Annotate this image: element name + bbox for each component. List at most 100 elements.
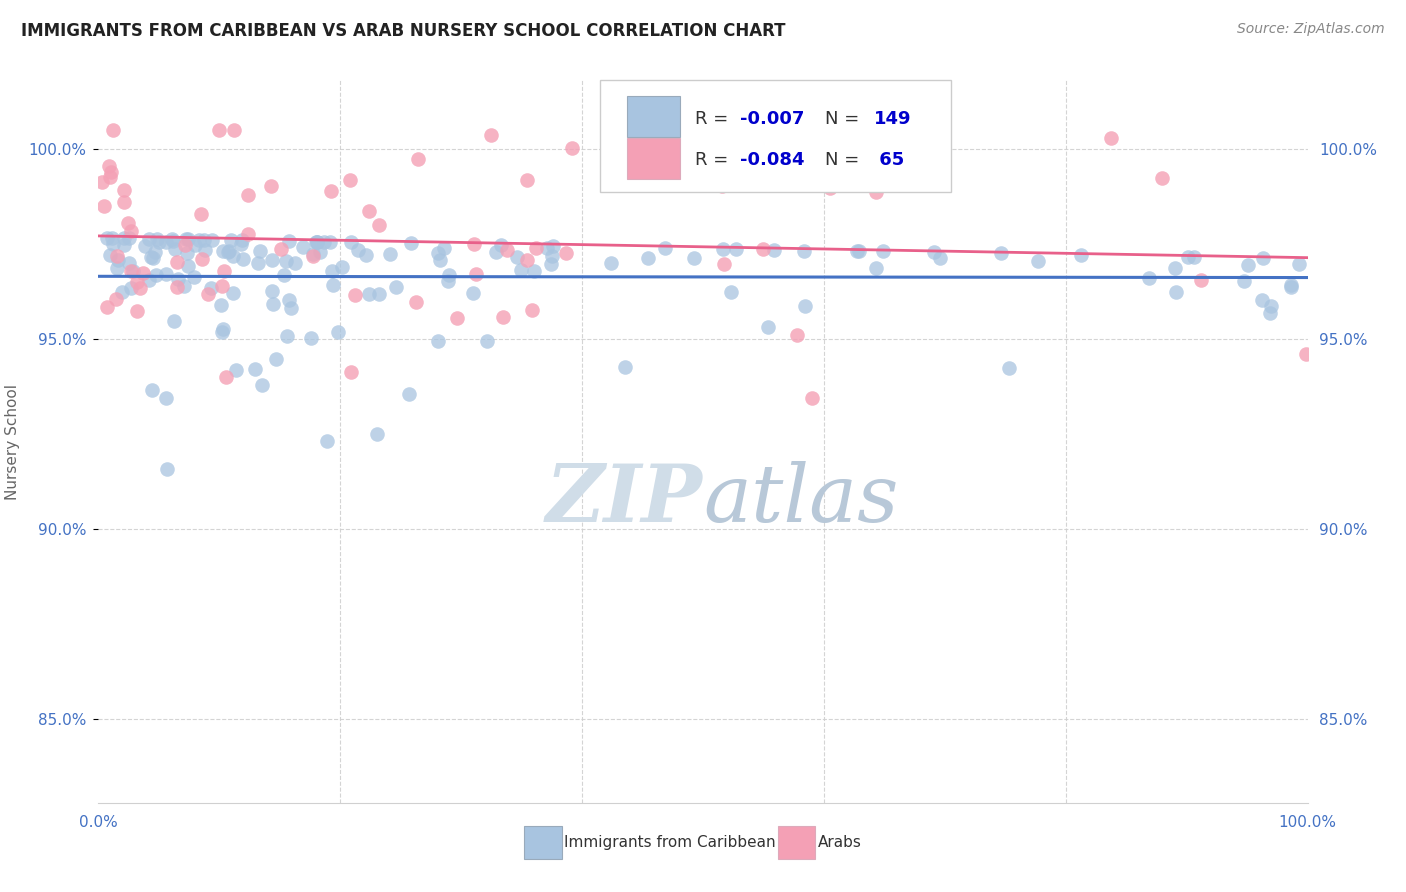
Text: atlas: atlas: [703, 460, 898, 538]
Point: [155, 235, 177, 249]
Text: IMMIGRANTS FROM CARIBBEAN VS ARAB NURSERY SCHOOL CORRELATION CHART: IMMIGRANTS FROM CARIBBEAN VS ARAB NURSER…: [21, 22, 786, 40]
Point: [174, 237, 197, 252]
Point: [1236, 258, 1258, 272]
Point: [1177, 250, 1199, 264]
Point: [176, 245, 198, 260]
Point: [713, 257, 735, 271]
Point: [280, 301, 302, 315]
Point: [176, 260, 198, 274]
Point: [142, 251, 165, 265]
Point: [346, 243, 368, 257]
Point: [793, 244, 815, 259]
Point: [98, 159, 121, 173]
Point: [463, 237, 485, 252]
Point: [301, 247, 323, 261]
Point: [236, 227, 259, 241]
Point: [1164, 285, 1187, 299]
Point: [720, 285, 742, 300]
Point: [654, 241, 676, 255]
Point: [354, 247, 377, 261]
Point: [112, 195, 135, 210]
Point: [120, 281, 142, 295]
Point: [1260, 300, 1282, 314]
Point: [1250, 293, 1272, 308]
Point: [277, 234, 299, 248]
Point: [118, 231, 141, 245]
Point: [127, 303, 149, 318]
Point: [1251, 251, 1274, 265]
Point: [273, 268, 295, 282]
Text: ZIP: ZIP: [546, 460, 703, 538]
Point: [111, 285, 134, 299]
Point: [437, 274, 460, 288]
Point: [315, 434, 337, 448]
FancyBboxPatch shape: [627, 96, 681, 136]
Point: [141, 383, 163, 397]
Point: [1164, 261, 1187, 276]
Point: [429, 252, 451, 267]
Point: [339, 173, 361, 187]
Point: [922, 245, 945, 260]
Point: [1281, 280, 1303, 294]
Point: [711, 242, 734, 256]
Point: [756, 320, 779, 334]
Point: [1260, 306, 1282, 320]
Point: [156, 462, 179, 476]
Point: [229, 237, 252, 252]
Point: [398, 387, 420, 401]
Point: [516, 252, 538, 267]
Point: [174, 232, 197, 246]
Point: [166, 255, 188, 269]
Point: [307, 235, 329, 249]
Point: [711, 178, 734, 193]
Point: [540, 249, 562, 263]
Point: [1026, 254, 1049, 268]
Point: [193, 233, 215, 247]
Point: [105, 293, 128, 307]
Point: [139, 250, 162, 264]
Point: [107, 261, 129, 276]
Point: [463, 286, 485, 301]
Point: [112, 238, 135, 252]
Point: [446, 311, 468, 326]
Point: [100, 165, 122, 179]
Point: [561, 141, 583, 155]
Point: [167, 272, 190, 286]
Point: [222, 122, 245, 136]
Point: [475, 334, 498, 349]
Point: [200, 281, 222, 295]
Point: [101, 122, 124, 136]
Point: [536, 241, 558, 255]
Point: [132, 266, 155, 280]
Point: [818, 181, 841, 195]
Point: [523, 264, 546, 278]
Point: [516, 172, 538, 186]
Text: N =: N =: [825, 152, 865, 169]
Point: [794, 300, 817, 314]
Point: [278, 293, 301, 308]
Point: [101, 237, 124, 252]
Point: [326, 326, 349, 340]
Point: [367, 218, 389, 232]
Point: [225, 362, 247, 376]
Text: -0.007: -0.007: [741, 110, 804, 128]
Point: [163, 313, 186, 327]
Point: [222, 248, 245, 262]
Point: [211, 279, 233, 293]
Point: [197, 287, 219, 301]
Point: [201, 233, 224, 247]
Point: [245, 362, 267, 376]
Point: [260, 284, 283, 298]
FancyBboxPatch shape: [524, 826, 561, 859]
Point: [1233, 274, 1256, 288]
Point: [846, 244, 869, 258]
Point: [465, 267, 488, 281]
Point: [510, 262, 533, 277]
Point: [112, 182, 135, 196]
Point: [249, 244, 271, 258]
Point: [274, 254, 297, 268]
Point: [299, 330, 322, 344]
Point: [183, 270, 205, 285]
Point: [98, 248, 121, 262]
Text: 149: 149: [873, 110, 911, 128]
